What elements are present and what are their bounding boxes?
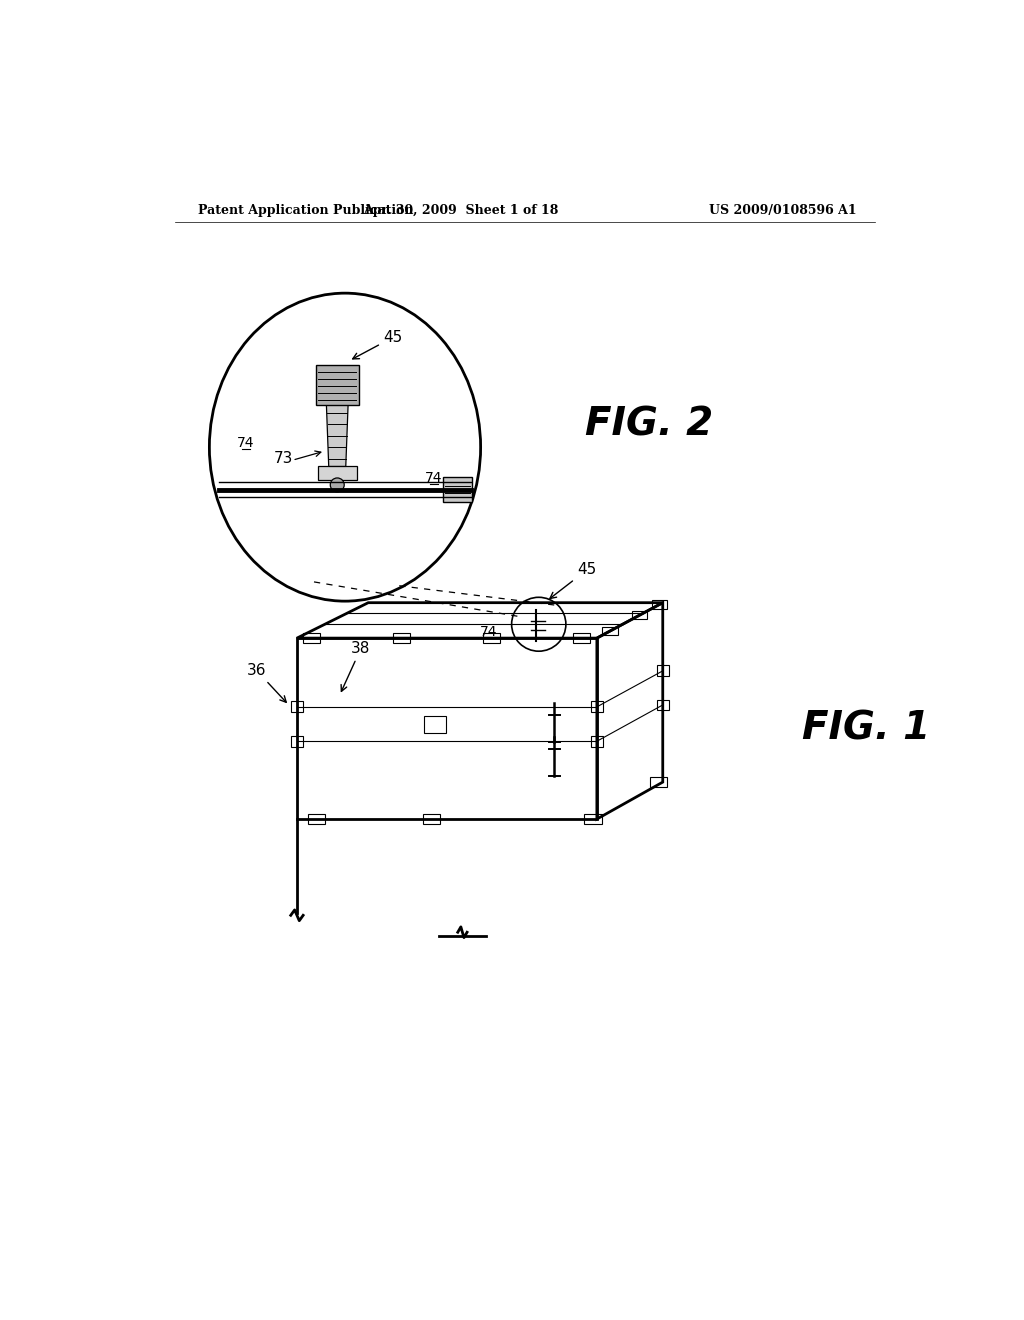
Bar (650, 777, 668, 787)
Bar (393, 634, 411, 643)
Polygon shape (327, 405, 348, 466)
Text: Apr. 30, 2009  Sheet 1 of 18: Apr. 30, 2009 Sheet 1 of 18 (364, 205, 559, 218)
Text: 74: 74 (425, 471, 442, 484)
Text: 73: 73 (273, 451, 293, 466)
Polygon shape (442, 478, 472, 502)
Text: Patent Application Publication: Patent Application Publication (198, 205, 414, 218)
Polygon shape (317, 466, 356, 480)
Text: 38: 38 (341, 642, 371, 692)
Bar (602, 627, 617, 635)
Bar (308, 814, 325, 824)
Bar (291, 701, 303, 713)
Bar (291, 735, 303, 747)
Bar (656, 700, 669, 710)
Bar (591, 735, 603, 747)
Bar (585, 814, 601, 824)
Text: US 2009/0108596 A1: US 2009/0108596 A1 (709, 205, 856, 218)
Text: 74: 74 (237, 437, 255, 450)
Bar (632, 611, 647, 619)
Polygon shape (316, 364, 358, 405)
Bar (303, 634, 321, 643)
Text: FIG. 1: FIG. 1 (802, 709, 931, 747)
Text: 45: 45 (550, 562, 597, 598)
Text: 45: 45 (352, 330, 403, 359)
Circle shape (331, 478, 344, 492)
Text: FIG. 2: FIG. 2 (586, 405, 714, 444)
Text: 74: 74 (479, 624, 497, 639)
Bar (423, 814, 440, 824)
Bar (424, 715, 446, 733)
Bar (573, 634, 591, 643)
Bar (656, 665, 669, 676)
Text: 36: 36 (247, 663, 287, 702)
Bar (591, 701, 603, 713)
Bar (651, 601, 668, 609)
Bar (483, 634, 501, 643)
